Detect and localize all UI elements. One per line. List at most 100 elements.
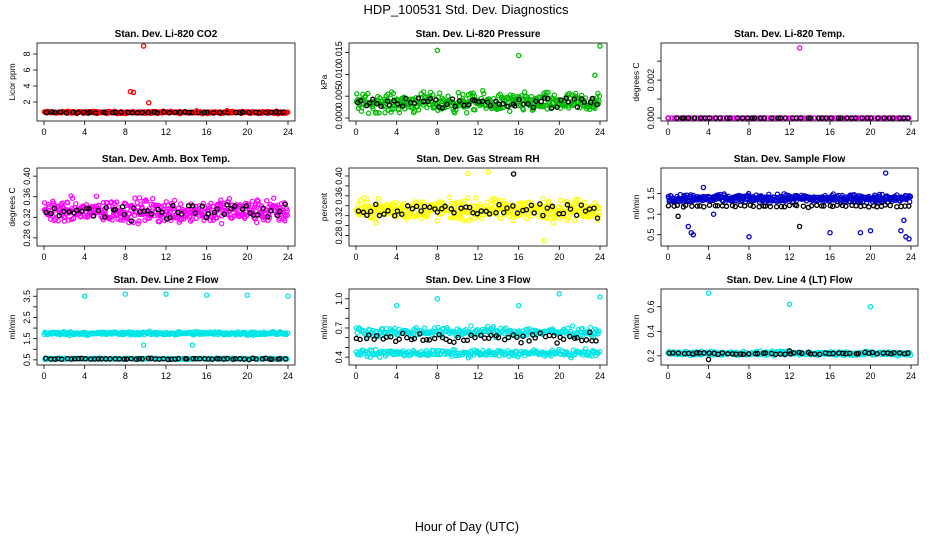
y-tick-label: 0.4 <box>646 325 656 338</box>
data-point <box>717 115 724 121</box>
data-point <box>463 96 469 102</box>
data-point <box>571 101 577 107</box>
data-point <box>74 207 80 214</box>
points-layer <box>665 170 914 242</box>
data-point <box>280 109 287 115</box>
data-point <box>761 115 768 121</box>
x-tick-label: 20 <box>865 127 875 137</box>
x-tick-label: 20 <box>242 371 252 381</box>
data-point <box>271 195 277 201</box>
data-point <box>574 334 580 341</box>
data-point <box>537 201 543 207</box>
data-point <box>479 98 486 104</box>
data-point <box>550 219 556 226</box>
data-point <box>357 336 363 343</box>
data-point <box>249 198 255 205</box>
data-point <box>816 351 823 358</box>
data-point <box>682 202 689 209</box>
data-point <box>145 109 151 116</box>
y-tick-label: 0.4 <box>334 351 344 364</box>
outlier-point <box>710 211 717 217</box>
data-point <box>514 210 521 216</box>
outlier-point <box>541 237 547 244</box>
data-point <box>366 100 373 106</box>
plot-frame <box>36 288 296 366</box>
data-point <box>448 206 455 212</box>
data-point <box>777 115 783 121</box>
data-point <box>543 89 549 96</box>
data-point <box>874 204 880 210</box>
data-point <box>551 92 558 98</box>
data-point <box>549 205 556 211</box>
data-point <box>859 115 865 121</box>
chart-panel-5: Stan. Dev. Gas Stream RH 0 4 8 12 16 20 24 0.28 0… <box>319 154 608 262</box>
data-point <box>112 109 119 116</box>
data-point <box>807 115 813 121</box>
data-point <box>254 219 260 226</box>
data-point <box>782 115 789 121</box>
data-point <box>838 115 844 121</box>
data-point <box>370 96 376 103</box>
data-point <box>136 195 143 201</box>
data-point <box>390 90 396 97</box>
data-point <box>411 100 418 106</box>
y-tick-label: 6 <box>22 67 32 72</box>
outlier-point <box>122 291 129 297</box>
data-point <box>551 333 557 339</box>
data-point <box>218 197 224 203</box>
data-point <box>114 199 120 205</box>
data-point <box>741 203 748 209</box>
data-point <box>455 89 461 96</box>
data-point <box>554 104 560 110</box>
outlier-point <box>393 302 400 309</box>
series-averages <box>43 201 288 224</box>
data-point <box>230 356 236 362</box>
data-point <box>574 104 581 110</box>
data-point <box>487 102 494 109</box>
data-point <box>375 195 381 202</box>
points-layer <box>665 45 912 121</box>
data-point <box>418 215 424 222</box>
data-point <box>364 212 370 219</box>
series-averages <box>355 201 601 221</box>
data-point <box>96 202 102 208</box>
data-point <box>61 208 67 215</box>
data-point <box>886 115 893 121</box>
data-point <box>232 203 238 209</box>
x-tick-label: 16 <box>514 371 524 381</box>
data-point <box>465 102 472 108</box>
data-point <box>357 197 364 204</box>
data-point <box>500 209 507 216</box>
x-tick-label: 12 <box>161 252 171 262</box>
y-tick-label: 0.2 <box>646 350 656 363</box>
data-point <box>376 110 382 116</box>
data-point <box>216 206 223 213</box>
data-point <box>265 213 271 220</box>
data-point <box>403 216 409 222</box>
data-point <box>514 334 520 340</box>
data-point <box>874 351 880 357</box>
y-axis-label: ml/min <box>319 314 329 339</box>
data-point <box>200 200 206 207</box>
data-point <box>359 104 365 111</box>
data-point <box>216 109 223 116</box>
outlier-point <box>597 43 603 49</box>
data-point <box>745 351 752 357</box>
x-tick-label: 8 <box>123 127 128 137</box>
outlier-point <box>81 293 88 299</box>
data-point <box>282 201 288 207</box>
data-point <box>894 203 900 210</box>
data-point <box>285 330 291 336</box>
data-point <box>210 203 216 210</box>
data-point <box>787 351 794 357</box>
data-point <box>406 213 413 220</box>
data-point <box>571 96 578 102</box>
data-point <box>520 333 526 339</box>
data-point <box>66 209 72 215</box>
data-point <box>503 325 509 331</box>
data-point <box>431 335 438 342</box>
outlier-point <box>285 293 291 299</box>
panel-title: Stan. Dev. Line 4 (LT) Flow <box>727 275 853 286</box>
data-point <box>277 208 283 215</box>
data-point <box>224 202 230 208</box>
